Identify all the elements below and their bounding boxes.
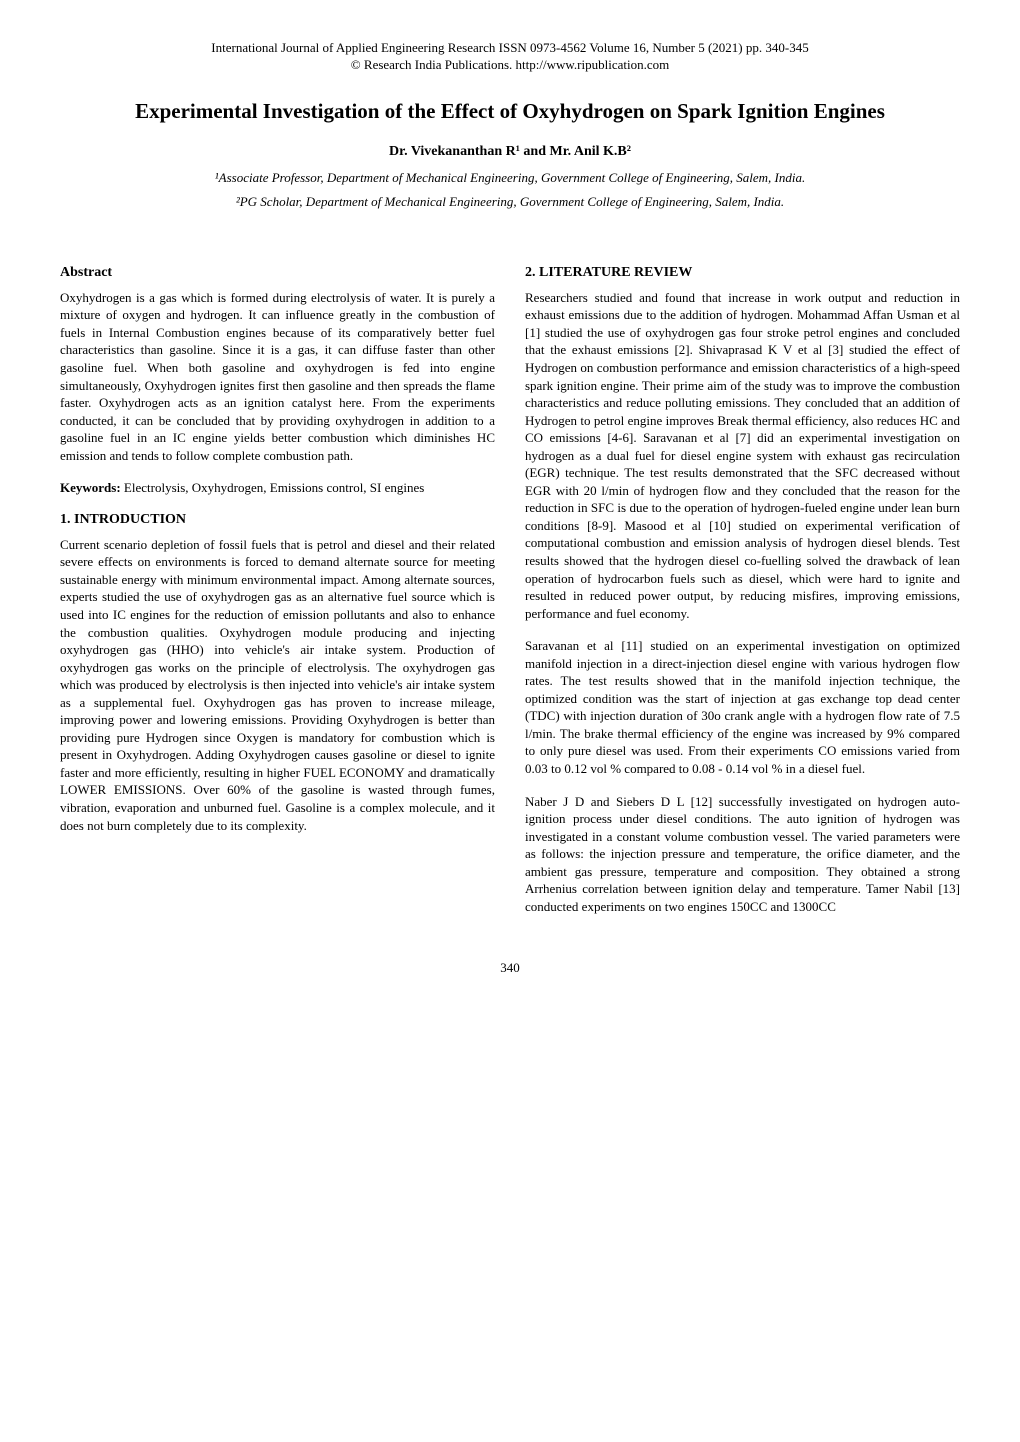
paper-title: Experimental Investigation of the Effect… [60,99,960,124]
literature-heading: 2. LITERATURE REVIEW [525,265,960,281]
keywords: Keywords: Electrolysis, Oxyhydrogen, Emi… [60,479,495,497]
page-number: 340 [60,960,960,976]
abstract-heading: Abstract [60,265,495,281]
content-columns: Abstract Oxyhydrogen is a gas which is f… [60,250,960,931]
affiliation-2: ²PG Scholar, Department of Mechanical En… [60,194,960,210]
keywords-text: Electrolysis, Oxyhydrogen, Emissions con… [121,480,425,495]
introduction-text: Current scenario depletion of fossil fue… [60,536,495,834]
right-column: 2. LITERATURE REVIEW Researchers studied… [525,250,960,931]
affiliation-1: ¹Associate Professor, Department of Mech… [60,170,960,186]
abstract-text: Oxyhydrogen is a gas which is formed dur… [60,289,495,464]
keywords-label: Keywords: [60,480,121,495]
header-line-1: International Journal of Applied Enginee… [60,40,960,57]
journal-header: International Journal of Applied Enginee… [60,40,960,74]
literature-text-3: Naber J D and Siebers D L [12] successfu… [525,793,960,916]
header-line-2: © Research India Publications. http://ww… [60,57,960,74]
literature-text-2: Saravanan et al [11] studied on an exper… [525,637,960,777]
literature-text-1: Researchers studied and found that incre… [525,289,960,622]
left-column: Abstract Oxyhydrogen is a gas which is f… [60,250,495,931]
authors: Dr. Vivekananthan R¹ and Mr. Anil K.B² [60,144,960,160]
introduction-heading: 1. INTRODUCTION [60,512,495,528]
